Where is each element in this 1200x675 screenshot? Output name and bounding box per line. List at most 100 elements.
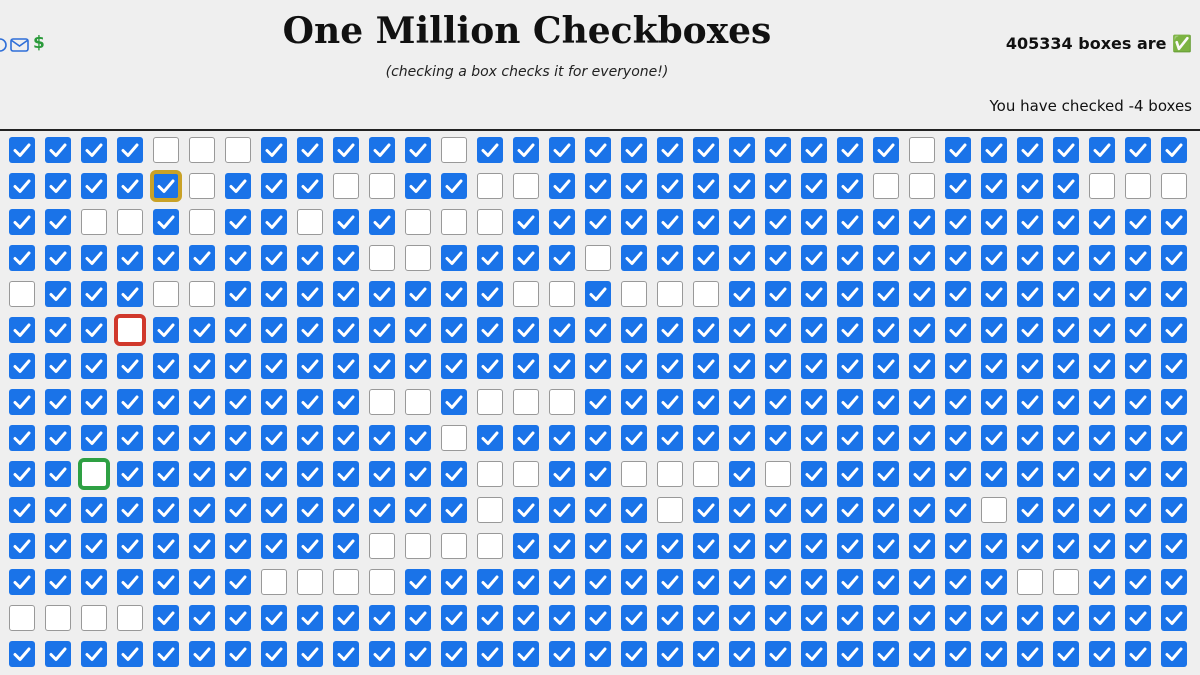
checkbox-checked[interactable]: [693, 497, 719, 523]
checkbox-checked[interactable]: [261, 317, 287, 343]
checkbox-checked[interactable]: [150, 170, 182, 202]
checkbox-checked[interactable]: [801, 209, 827, 235]
checkbox-checked[interactable]: [333, 353, 359, 379]
checkbox-checked[interactable]: [405, 641, 431, 667]
checkbox-unchecked[interactable]: [78, 458, 110, 490]
checkbox-checked[interactable]: [1017, 317, 1043, 343]
checkbox-checked[interactable]: [1089, 389, 1115, 415]
checkbox-checked[interactable]: [261, 281, 287, 307]
checkbox-checked[interactable]: [189, 569, 215, 595]
checkbox-checked[interactable]: [477, 281, 503, 307]
checkbox-checked[interactable]: [153, 605, 179, 631]
checkbox-checked[interactable]: [765, 425, 791, 451]
checkbox-checked[interactable]: [477, 425, 503, 451]
checkbox-checked[interactable]: [477, 245, 503, 271]
checkbox-checked[interactable]: [81, 533, 107, 559]
checkbox-checked[interactable]: [1089, 641, 1115, 667]
checkbox-checked[interactable]: [585, 425, 611, 451]
checkbox-checked[interactable]: [621, 209, 647, 235]
checkbox-checked[interactable]: [729, 497, 755, 523]
checkbox-checked[interactable]: [405, 605, 431, 631]
checkbox-unchecked[interactable]: [297, 209, 323, 235]
checkbox-checked[interactable]: [981, 425, 1007, 451]
checkbox-checked[interactable]: [45, 389, 71, 415]
checkbox-checked[interactable]: [585, 497, 611, 523]
checkbox-checked[interactable]: [801, 641, 827, 667]
checkbox-checked[interactable]: [981, 245, 1007, 271]
checkbox-checked[interactable]: [513, 353, 539, 379]
checkbox-checked[interactable]: [117, 461, 143, 487]
checkbox-checked[interactable]: [981, 569, 1007, 595]
checkbox-checked[interactable]: [873, 281, 899, 307]
checkbox-checked[interactable]: [981, 605, 1007, 631]
checkbox-checked[interactable]: [117, 389, 143, 415]
checkbox-checked[interactable]: [261, 425, 287, 451]
checkbox-checked[interactable]: [765, 569, 791, 595]
checkbox-checked[interactable]: [1053, 389, 1079, 415]
checkbox-checked[interactable]: [981, 173, 1007, 199]
checkbox-checked[interactable]: [657, 353, 683, 379]
checkbox-checked[interactable]: [693, 317, 719, 343]
checkbox-checked[interactable]: [1161, 137, 1187, 163]
checkbox-checked[interactable]: [909, 317, 935, 343]
checkbox-checked[interactable]: [693, 533, 719, 559]
checkbox-checked[interactable]: [369, 461, 395, 487]
checkbox-checked[interactable]: [873, 317, 899, 343]
checkbox-checked[interactable]: [189, 353, 215, 379]
checkbox-checked[interactable]: [1161, 497, 1187, 523]
checkbox-checked[interactable]: [405, 173, 431, 199]
checkbox-checked[interactable]: [45, 569, 71, 595]
checkbox-checked[interactable]: [369, 137, 395, 163]
checkbox-unchecked[interactable]: [153, 281, 179, 307]
checkbox-unchecked[interactable]: [189, 137, 215, 163]
checkbox-checked[interactable]: [1017, 209, 1043, 235]
checkbox-checked[interactable]: [801, 569, 827, 595]
checkbox-checked[interactable]: [585, 281, 611, 307]
checkbox-unchecked[interactable]: [621, 461, 647, 487]
checkbox-unchecked[interactable]: [1089, 173, 1115, 199]
checkbox-checked[interactable]: [909, 605, 935, 631]
checkbox-unchecked[interactable]: [117, 209, 143, 235]
checkbox-checked[interactable]: [693, 137, 719, 163]
checkbox-unchecked[interactable]: [441, 137, 467, 163]
checkbox-checked[interactable]: [981, 281, 1007, 307]
checkbox-checked[interactable]: [621, 605, 647, 631]
checkbox-checked[interactable]: [945, 137, 971, 163]
checkbox-checked[interactable]: [693, 209, 719, 235]
checkbox-checked[interactable]: [405, 137, 431, 163]
checkbox-checked[interactable]: [1125, 641, 1151, 667]
checkbox-checked[interactable]: [873, 497, 899, 523]
checkbox-checked[interactable]: [657, 605, 683, 631]
checkbox-unchecked[interactable]: [657, 281, 683, 307]
checkbox-checked[interactable]: [621, 389, 647, 415]
checkbox-checked[interactable]: [585, 605, 611, 631]
checkbox-checked[interactable]: [297, 353, 323, 379]
checkbox-checked[interactable]: [333, 641, 359, 667]
checkbox-unchecked[interactable]: [765, 461, 791, 487]
checkbox-checked[interactable]: [1161, 569, 1187, 595]
checkbox-checked[interactable]: [1125, 425, 1151, 451]
checkbox-checked[interactable]: [45, 641, 71, 667]
checkbox-checked[interactable]: [657, 173, 683, 199]
checkbox-checked[interactable]: [657, 137, 683, 163]
checkbox-checked[interactable]: [837, 389, 863, 415]
checkbox-checked[interactable]: [945, 497, 971, 523]
checkbox-checked[interactable]: [945, 281, 971, 307]
checkbox-checked[interactable]: [153, 641, 179, 667]
checkbox-checked[interactable]: [225, 245, 251, 271]
checkbox-checked[interactable]: [477, 137, 503, 163]
checkbox-checked[interactable]: [549, 137, 575, 163]
checkbox-checked[interactable]: [549, 425, 575, 451]
checkbox-checked[interactable]: [153, 245, 179, 271]
checkbox-checked[interactable]: [333, 317, 359, 343]
checkbox-checked[interactable]: [1089, 425, 1115, 451]
checkbox-checked[interactable]: [153, 389, 179, 415]
checkbox-checked[interactable]: [1053, 533, 1079, 559]
checkbox-checked[interactable]: [801, 497, 827, 523]
checkbox-checked[interactable]: [1125, 317, 1151, 343]
checkbox-checked[interactable]: [765, 641, 791, 667]
checkbox-checked[interactable]: [1125, 137, 1151, 163]
checkbox-unchecked[interactable]: [657, 497, 683, 523]
checkbox-checked[interactable]: [693, 245, 719, 271]
checkbox-checked[interactable]: [297, 605, 323, 631]
